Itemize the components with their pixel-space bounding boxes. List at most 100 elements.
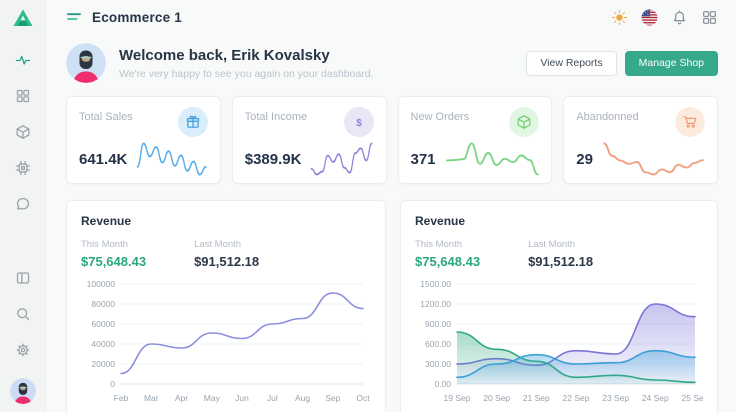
sidebar-item-products[interactable] (15, 124, 31, 140)
stat-card-total-income: Total Income $ $389.9K (231, 96, 387, 184)
welcome-heading: Welcome back, Erik Kovalsky (119, 46, 330, 64)
stats-row: Total Sales 641.4K Total (66, 96, 718, 184)
svg-text:Sep: Sep (325, 393, 340, 403)
stat-value: 29 (576, 150, 593, 168)
svg-text:$: $ (356, 118, 362, 129)
stat-label: Total Sales (79, 111, 133, 123)
user-avatar-image (9, 378, 36, 404)
bell-icon (673, 9, 686, 24)
svg-text:0: 0 (110, 379, 115, 389)
last-month-stat: Last Month $91,512.18 (194, 239, 259, 269)
stat-label: New Orders (410, 111, 470, 123)
svg-text:1500.00: 1500.00 (420, 279, 451, 289)
menu-icon[interactable] (66, 9, 82, 25)
stat-sparkline (310, 137, 373, 181)
notifications-button[interactable] (671, 9, 688, 26)
chat-icon (16, 197, 29, 210)
grid-icon (16, 89, 29, 103)
revenue-area-chart: 0.00 300.00 600.00 900.00 1200.00 1500.00 19 S… (420, 279, 703, 403)
svg-text:23 Sep: 23 Sep (602, 393, 629, 403)
sidebar-item-messages[interactable] (15, 196, 31, 212)
apps-menu-button[interactable] (701, 9, 718, 26)
svg-text:22 Sep: 22 Sep (563, 393, 590, 403)
gear-icon (16, 343, 29, 357)
sidebar (0, 0, 46, 412)
revenue-title: Revenue (81, 214, 132, 228)
svg-text:300.00: 300.00 (425, 359, 451, 369)
svg-text:20000: 20000 (91, 359, 115, 369)
this-month-stat: This Month $75,648.43 (81, 239, 146, 269)
user-avatar[interactable] (66, 43, 106, 83)
this-month-stat: This Month $75,648.43 (415, 239, 480, 269)
stat-card-new-orders: New Orders 371 (397, 96, 553, 184)
revenue-card-daily: Revenue This Month $75,648.43 Last Month… (400, 200, 718, 412)
svg-text:24 Sep: 24 Sep (642, 393, 669, 403)
svg-text:Oct: Oct (356, 393, 370, 403)
svg-text:Feb: Feb (114, 393, 129, 403)
page-title: Ecommerce 1 (92, 9, 183, 25)
this-month-value: $75,648.43 (415, 254, 481, 269)
last-month-value: $91,512.18 (194, 254, 260, 269)
svg-text:0.00: 0.00 (434, 379, 451, 389)
svg-text:25 Sep: 25 Sep (682, 393, 703, 403)
svg-text:100000: 100000 (87, 279, 116, 289)
user-avatar-image (66, 43, 106, 83)
stat-sparkline (602, 137, 705, 181)
last-month-value: $91,512.18 (528, 254, 594, 269)
manage-shop-button[interactable]: Manage Shop (624, 50, 718, 76)
sidebar-item-activity[interactable] (15, 52, 31, 68)
theme-toggle[interactable] (611, 9, 628, 26)
stat-value: $389.9K (244, 150, 302, 168)
svg-text:900.00: 900.00 (425, 319, 451, 329)
stat-value: 641.4K (79, 150, 128, 168)
welcome-subheading: We're very happy to see you again on you… (119, 67, 374, 80)
search-icon (16, 308, 29, 321)
last-month-label: Last Month (528, 239, 576, 250)
last-month-stat: Last Month $91,512.18 (528, 239, 593, 269)
topbar: Ecommerce 1 (66, 0, 718, 34)
revenue-line-chart: 0 20000 40000 60000 80000 100000 Feb Mar Apr May J… (87, 279, 371, 403)
svg-text:Mar: Mar (144, 393, 159, 403)
stat-label: Total Income (244, 111, 308, 123)
dollar-icon: $ (343, 107, 374, 137)
revenue-card-monthly: Revenue This Month $75,648.43 Last Month… (66, 200, 386, 412)
sidebar-item-integrations[interactable] (15, 160, 31, 176)
svg-text:600.00: 600.00 (425, 339, 451, 349)
charts-row: Revenue This Month $75,648.43 Last Month… (66, 200, 718, 412)
revenue-title: Revenue (415, 214, 466, 228)
sun-icon (611, 9, 628, 25)
activity-icon (15, 55, 30, 65)
svg-text:19 Sep: 19 Sep (444, 393, 471, 403)
view-reports-button[interactable]: View Reports (526, 50, 617, 76)
svg-text:21 Sep: 21 Sep (523, 393, 550, 403)
svg-text:40000: 40000 (91, 339, 115, 349)
svg-text:20 Sep: 20 Sep (483, 393, 510, 403)
package-icon (16, 125, 29, 139)
svg-text:Jun: Jun (235, 393, 249, 403)
stat-card-abandonned: Abandonned 29 (563, 96, 718, 184)
svg-text:Jul: Jul (267, 393, 278, 403)
sidebar-item-search[interactable] (15, 306, 31, 322)
welcome-section: Welcome back, Erik Kovalsky We're very h… (66, 43, 718, 83)
svg-text:May: May (204, 393, 221, 403)
language-selector[interactable] (641, 9, 658, 26)
triangle-logo-icon[interactable] (12, 8, 34, 28)
stat-card-total-sales: Total Sales 641.4K (66, 96, 221, 184)
sidebar-item-layouts[interactable] (15, 270, 31, 286)
sidebar-item-settings[interactable] (15, 342, 31, 358)
this-month-label: This Month (81, 239, 128, 250)
this-month-value: $75,648.43 (81, 254, 147, 269)
stat-label: Abandonned (576, 111, 639, 123)
this-month-label: This Month (415, 239, 462, 250)
apps-icon (703, 10, 716, 24)
layout-icon (16, 272, 29, 284)
last-month-label: Last Month (194, 239, 242, 250)
svg-text:Apr: Apr (175, 393, 188, 403)
sidebar-item-apps[interactable] (15, 88, 31, 104)
svg-text:Aug: Aug (295, 393, 310, 403)
cart-icon (675, 107, 705, 137)
sidebar-user-avatar[interactable] (9, 378, 36, 404)
main-content: Ecommerce 1 (46, 0, 736, 412)
stat-sparkline (136, 137, 208, 181)
svg-text:60000: 60000 (91, 319, 115, 329)
